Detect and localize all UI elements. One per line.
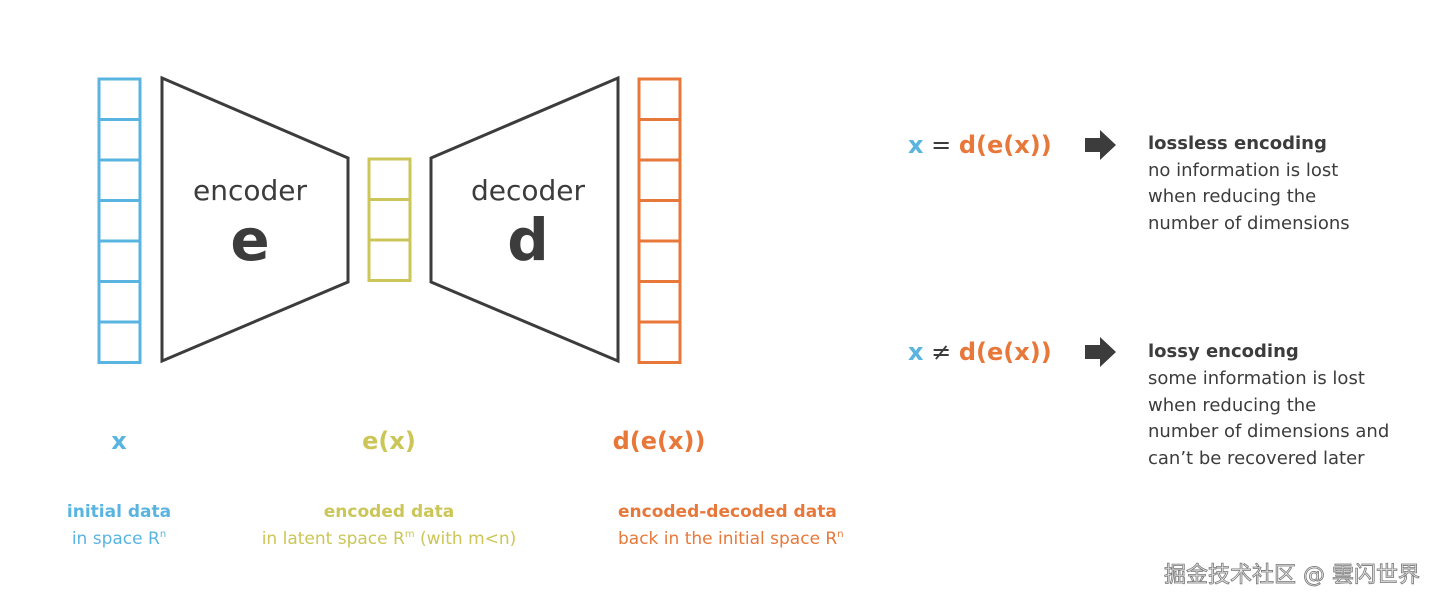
vector-cell: [367, 238, 412, 282]
lossless-line: when reducing the: [1148, 186, 1316, 207]
lossy-equation: x ≠ d(e(x)): [908, 338, 1052, 366]
input-vector: [97, 77, 142, 364]
latent-desc: in latent space Rm (with m<n): [262, 529, 517, 549]
input-desc: in space Rn: [72, 529, 166, 549]
vector-cell: [637, 320, 682, 364]
lossy-line: when reducing the: [1148, 395, 1316, 416]
output-vector: [637, 77, 682, 364]
vector-cell: [637, 280, 682, 324]
lossy-case: x ≠ d(e(x)) lossy encoding some informat…: [908, 337, 1389, 469]
lossless-title: lossless encoding: [1148, 133, 1327, 154]
output-desc: back in the initial space Rn: [618, 529, 844, 549]
decoder-symbol: d: [507, 206, 549, 274]
vector-cell: [367, 198, 412, 242]
latent-vector: [367, 157, 412, 282]
lossy-title: lossy encoding: [1148, 341, 1299, 362]
lossless-line: no information is lost: [1148, 160, 1338, 181]
vector-cell: [97, 118, 142, 162]
lossless-equation: x = d(e(x)): [908, 131, 1052, 159]
vector-cell: [97, 239, 142, 283]
vector-cell: [97, 158, 142, 202]
watermark: 掘金技术社区 @ 雲闪世界: [1164, 563, 1420, 588]
lossy-line: number of dimensions and: [1148, 421, 1389, 442]
vector-cell: [637, 239, 682, 283]
vector-cell: [97, 320, 142, 364]
latent-symbol: e(x): [362, 427, 416, 455]
input-symbol: x: [111, 427, 127, 455]
output-symbol: d(e(x)): [613, 427, 706, 455]
vector-cell: [97, 77, 142, 121]
vector-cell: [97, 199, 142, 243]
output-title: encoded-decoded data: [618, 502, 837, 522]
encoder-label: encoder: [193, 174, 307, 207]
vector-cell: [637, 77, 682, 121]
latent-title: encoded data: [324, 502, 454, 522]
vector-cell: [637, 158, 682, 202]
lossy-line: some information is lost: [1148, 368, 1365, 389]
arrow-right-icon: [1085, 337, 1116, 367]
encoder-trapezoid: [160, 75, 350, 364]
decoder-label: decoder: [471, 174, 586, 207]
vector-cell: [637, 199, 682, 243]
decoder-trapezoid: [429, 75, 620, 364]
vector-cell: [637, 118, 682, 162]
vector-cell: [97, 280, 142, 324]
vector-cell: [367, 157, 412, 201]
arrow-right-icon: [1085, 130, 1116, 160]
encoder-symbol: e: [230, 206, 269, 274]
lossless-line: number of dimensions: [1148, 213, 1350, 234]
lossless-case: x = d(e(x)) lossless encoding no informa…: [908, 130, 1350, 234]
lossy-line: can’t be recovered later: [1148, 448, 1365, 469]
input-title: initial data: [67, 502, 171, 522]
